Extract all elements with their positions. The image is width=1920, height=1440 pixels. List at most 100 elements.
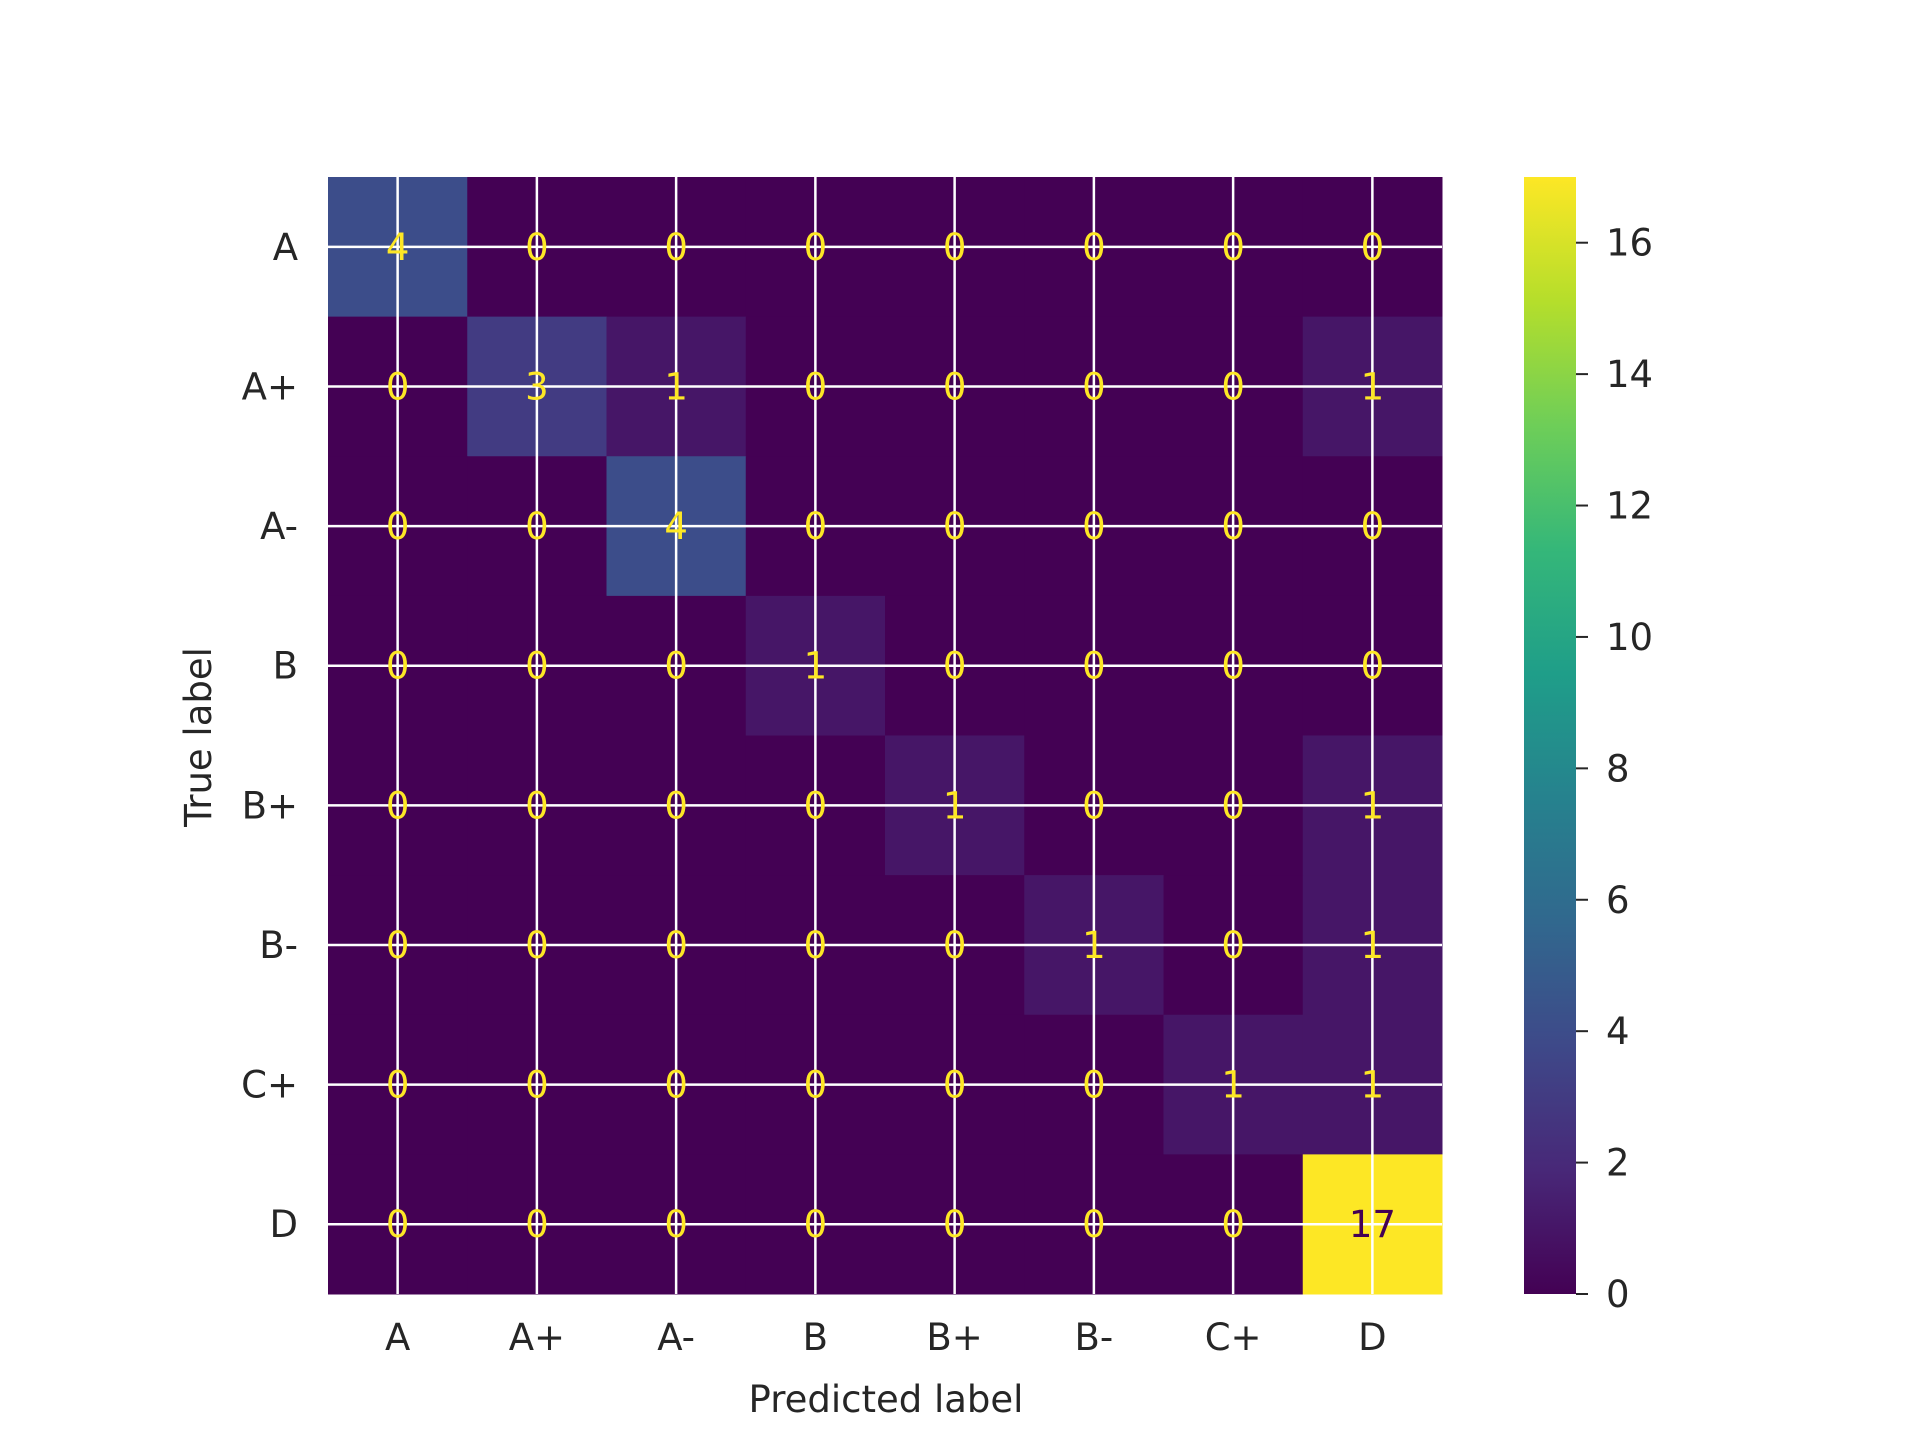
cell-value-label: 0 bbox=[525, 924, 549, 967]
cell-value-label: 0 bbox=[664, 924, 688, 967]
cell-value-label: 0 bbox=[386, 924, 410, 967]
y-axis-label: True label bbox=[177, 647, 220, 828]
cell-value-label: 0 bbox=[664, 645, 688, 688]
cell-value-label: 0 bbox=[386, 1203, 410, 1246]
cell-value-label: 0 bbox=[525, 1203, 549, 1246]
y-tick-label: A bbox=[273, 226, 298, 269]
cell-value-label: 0 bbox=[1221, 645, 1245, 688]
cell-value-label: 1 bbox=[664, 365, 688, 408]
x-tick-label: B+ bbox=[926, 1316, 982, 1359]
y-tick-label: B- bbox=[259, 924, 298, 967]
cell-value-label: 0 bbox=[664, 1064, 688, 1107]
cell-value-label: 17 bbox=[1349, 1203, 1396, 1246]
cell-value-label: 1 bbox=[1361, 784, 1385, 827]
x-tick-label: C+ bbox=[1205, 1316, 1262, 1359]
cell-value-label: 0 bbox=[1361, 226, 1385, 269]
cell-value-label: 0 bbox=[386, 784, 410, 827]
cell-value-label: 0 bbox=[525, 226, 549, 269]
x-tick-label: B bbox=[803, 1316, 828, 1359]
cell-value-label: 0 bbox=[1221, 505, 1245, 548]
cell-value-labels: 4 0 0 0 0 0 0 0 0 3 1 0 0 0 0 1 0 0 4 0 0 0 0 0 0 0 0 1 0 0 0 0 0 0 0 0 1 0 0 1… bbox=[386, 226, 1396, 1246]
grid-lines bbox=[328, 177, 1442, 1294]
cell-value-label: 0 bbox=[1082, 505, 1106, 548]
cell-value-label: 0 bbox=[525, 505, 549, 548]
y-tick-label: A- bbox=[260, 505, 298, 548]
cell-value-label: 0 bbox=[943, 1064, 967, 1107]
colorbar: 0 2 4 6 8 10 12 14 16 bbox=[1524, 177, 1653, 1316]
cell-value-label: 1 bbox=[1221, 1064, 1245, 1107]
cell-value-label: 3 bbox=[525, 365, 549, 408]
cell-value-label: 0 bbox=[1221, 226, 1245, 269]
cell-value-label: 0 bbox=[1082, 226, 1106, 269]
y-tick-label: D bbox=[270, 1203, 299, 1246]
x-tick-label: B- bbox=[1075, 1316, 1114, 1359]
cell-value-label: 0 bbox=[525, 784, 549, 827]
cell-value-label: 0 bbox=[664, 226, 688, 269]
y-tick-label: B+ bbox=[242, 784, 298, 827]
cell-value-label: 0 bbox=[943, 365, 967, 408]
x-tick-label: A- bbox=[657, 1316, 695, 1359]
cell-value-label: 0 bbox=[804, 365, 828, 408]
cell-value-label: 0 bbox=[804, 226, 828, 269]
x-axis-label: Predicted label bbox=[749, 1378, 1024, 1421]
y-tick-label: B bbox=[273, 645, 298, 688]
cell-value-label: 1 bbox=[1361, 1064, 1385, 1107]
x-tick-label: A+ bbox=[509, 1316, 565, 1359]
cell-value-label: 4 bbox=[386, 226, 410, 269]
cell-value-label: 1 bbox=[1361, 924, 1385, 967]
cell-value-label: 0 bbox=[804, 1064, 828, 1107]
colorbar-tick-label: 6 bbox=[1606, 879, 1630, 922]
y-axis-ticks: A A+ A- B B+ B- C+ D bbox=[241, 226, 298, 1246]
x-axis-ticks: A A+ A- B B+ B- C+ D bbox=[385, 1316, 1387, 1359]
cell-value-label: 4 bbox=[664, 505, 688, 548]
cell-value-label: 1 bbox=[1361, 365, 1385, 408]
cell-value-label: 0 bbox=[386, 645, 410, 688]
cell-value-label: 0 bbox=[804, 784, 828, 827]
cell-value-label: 0 bbox=[804, 924, 828, 967]
cell-value-label: 0 bbox=[1082, 784, 1106, 827]
colorbar-tick-label: 14 bbox=[1606, 353, 1653, 396]
cell-value-label: 0 bbox=[943, 226, 967, 269]
colorbar-ticks: 0 2 4 6 8 10 12 14 16 bbox=[1576, 222, 1653, 1316]
colorbar-tick-label: 10 bbox=[1606, 616, 1653, 659]
y-tick-label: A+ bbox=[242, 365, 298, 408]
cell-value-label: 0 bbox=[804, 505, 828, 548]
cell-value-label: 1 bbox=[804, 645, 828, 688]
colorbar-tick-label: 8 bbox=[1606, 747, 1630, 790]
colorbar-tick-label: 0 bbox=[1606, 1273, 1630, 1316]
cell-value-label: 0 bbox=[943, 505, 967, 548]
colorbar-tick-label: 4 bbox=[1606, 1010, 1630, 1053]
cell-value-label: 0 bbox=[664, 784, 688, 827]
x-tick-label: A bbox=[385, 1316, 410, 1359]
x-tick-label: D bbox=[1358, 1316, 1387, 1359]
cell-value-label: 0 bbox=[1082, 365, 1106, 408]
cell-value-label: 0 bbox=[1221, 784, 1245, 827]
cell-value-label: 0 bbox=[525, 1064, 549, 1107]
cell-value-label: 0 bbox=[804, 1203, 828, 1246]
cell-value-label: 0 bbox=[664, 1203, 688, 1246]
colorbar-gradient bbox=[1524, 177, 1576, 1294]
cell-value-label: 0 bbox=[1221, 1203, 1245, 1246]
cell-value-label: 1 bbox=[943, 784, 967, 827]
cell-value-label: 0 bbox=[943, 645, 967, 688]
colorbar-tick-label: 12 bbox=[1606, 485, 1653, 528]
cell-value-label: 0 bbox=[943, 924, 967, 967]
cell-value-label: 0 bbox=[386, 505, 410, 548]
cell-value-label: 0 bbox=[1221, 924, 1245, 967]
cell-value-label: 0 bbox=[1361, 505, 1385, 548]
cell-value-label: 0 bbox=[1082, 1064, 1106, 1107]
y-tick-label: C+ bbox=[241, 1064, 298, 1107]
cell-value-label: 0 bbox=[386, 1064, 410, 1107]
cell-value-label: 0 bbox=[1361, 645, 1385, 688]
cell-value-label: 0 bbox=[1082, 1203, 1106, 1246]
cell-value-label: 0 bbox=[386, 365, 410, 408]
colorbar-tick-label: 2 bbox=[1606, 1142, 1630, 1185]
cell-value-label: 0 bbox=[943, 1203, 967, 1246]
heatmap-cells bbox=[328, 177, 1443, 1295]
colorbar-tick-label: 16 bbox=[1606, 222, 1653, 265]
cell-value-label: 0 bbox=[1221, 365, 1245, 408]
cell-value-label: 0 bbox=[525, 645, 549, 688]
cell-value-label: 1 bbox=[1082, 924, 1106, 967]
cell-value-label: 0 bbox=[1082, 645, 1106, 688]
